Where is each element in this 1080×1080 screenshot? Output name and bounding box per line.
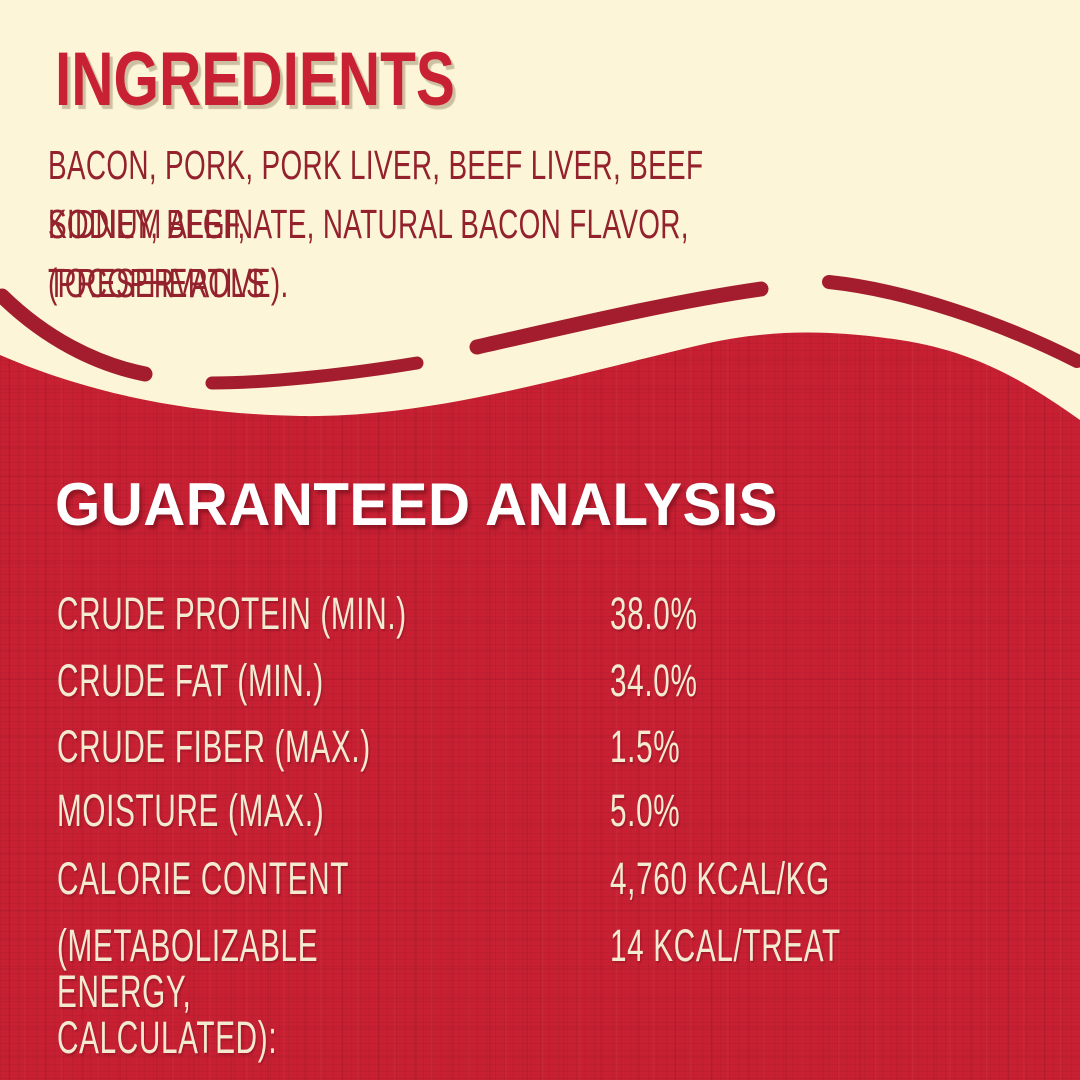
- row-value: 1.5%: [610, 721, 681, 772]
- brush-stroke-3: [469, 281, 769, 355]
- brush-stroke-2: [205, 356, 424, 390]
- wave-texture-coarse: [0, 332, 1080, 1080]
- row-label: (METABOLIZABLE ENERGY, CALCULATED):: [57, 920, 319, 1063]
- ingredients-line: (PRESERVATIVE).: [48, 260, 289, 306]
- row-value: 4,760 KCAL/KG: [610, 853, 830, 904]
- row-label: CRUDE FAT (MIN.): [57, 655, 324, 706]
- row-value: 5.0%: [610, 785, 681, 836]
- row-value: 34.0%: [610, 655, 698, 706]
- row-label: CALORIE CONTENT: [57, 853, 350, 904]
- row-label: CRUDE FIBER (MAX.): [57, 721, 371, 772]
- brush-stroke-1: [0, 288, 153, 382]
- ingredients-title: INGREDIENTS: [55, 41, 574, 119]
- guaranteed-analysis-title: GUARANTEED ANALYSIS: [55, 474, 800, 536]
- row-value: 14 KCAL/TREAT: [610, 920, 841, 971]
- ingredients-line: BACON, PORK, PORK LIVER, BEEF LIVER, BEE…: [48, 142, 704, 247]
- ingredients-line: SODIUM ALGINATE, NATURAL BACON FLAVOR, T…: [48, 201, 689, 306]
- brush-stroke-4: [822, 275, 1080, 368]
- guaranteed-analysis-title-text: GUARANTEED ANALYSIS: [55, 471, 778, 538]
- ingredients-list: BACON, PORK, PORK LIVER, BEEF LIVER, BEE…: [48, 136, 1078, 313]
- row-value: 38.0%: [610, 588, 698, 639]
- ingredients-title-text: INGREDIENTS: [55, 37, 455, 122]
- row-label: MOISTURE (MAX.): [57, 785, 325, 836]
- row-label: CRUDE PROTEIN (MIN.): [57, 588, 407, 639]
